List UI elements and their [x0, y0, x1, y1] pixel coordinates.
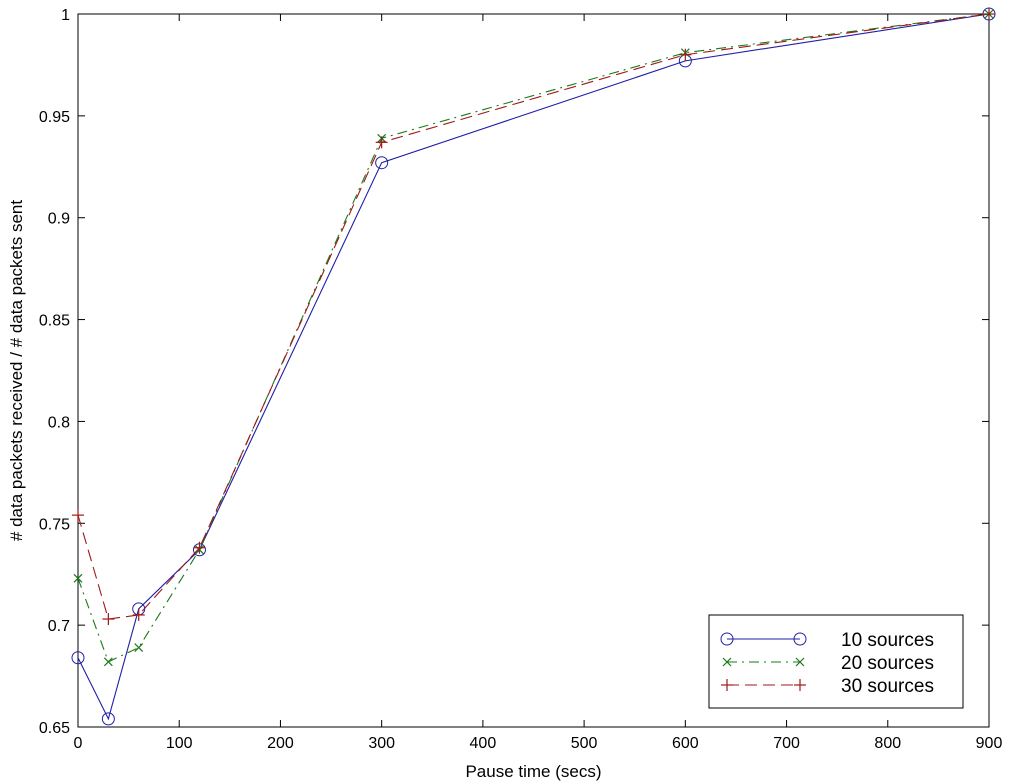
axes: 0 100 200 300 400 500 600 700 800 900 0.65 0.7 0.75 0…: [39, 7, 1003, 752]
legend-marker: [795, 657, 805, 667]
legend-item: 10 sources: [720, 630, 934, 651]
x-tick-label: 400: [470, 735, 497, 752]
x-marker-stroke: [795, 657, 805, 667]
data-point: [71, 651, 85, 665]
legend-marker: [720, 632, 734, 646]
x-tick-label: 700: [773, 735, 800, 752]
legend-marker: [721, 679, 733, 691]
y-tick-label: 0.85: [39, 313, 70, 330]
legend-marker: [793, 632, 807, 646]
series-line: [77, 13, 990, 663]
data-point: [983, 8, 995, 20]
data-point: [134, 643, 144, 652]
y-tick-label: 0.7: [48, 618, 70, 635]
x-tick-label: 0: [74, 735, 83, 752]
data-point: [102, 613, 115, 626]
data-point: [103, 657, 113, 667]
legend-item: 20 sources: [722, 653, 934, 674]
data-point: [132, 608, 145, 621]
legend-marker: [794, 679, 806, 691]
data-point: [193, 541, 206, 554]
data-point: [375, 136, 388, 149]
x-tick-label: 200: [267, 735, 294, 752]
y-tick-label: 0.95: [39, 109, 70, 126]
legend-label: 10 sources: [841, 630, 934, 651]
x-marker-stroke: [73, 573, 83, 583]
plot-frame: [77, 13, 990, 728]
legend-label: 20 sources: [841, 653, 934, 674]
x-tick-label: 100: [166, 735, 193, 752]
y-tick-label: 0.8: [48, 414, 70, 431]
data-point: [73, 573, 83, 583]
x-marker-stroke: [722, 657, 732, 667]
series-2: [73, 9, 994, 667]
series-line: [77, 13, 990, 620]
y-tick-label: 0.75: [39, 516, 70, 533]
data-point: [679, 48, 692, 61]
series-line: [77, 13, 990, 721]
x-tick-label: 300: [368, 735, 395, 752]
y-tick-label: 0.9: [48, 211, 70, 228]
x-tick-label: 800: [874, 735, 901, 752]
x-tick-label: 900: [976, 735, 1003, 752]
series-3: [72, 8, 995, 626]
legend-item: 30 sources: [721, 676, 934, 697]
x-tick-label: 500: [571, 735, 598, 752]
legend-label: 30 sources: [841, 676, 934, 697]
data-point: [375, 156, 389, 170]
x-marker-stroke: [103, 657, 113, 667]
y-tick-label: 1: [61, 7, 70, 24]
x-tick-label: 600: [672, 735, 699, 752]
data-point: [101, 712, 115, 726]
series-group: [71, 7, 996, 726]
legend-marker: [722, 657, 732, 667]
x-marker-stroke: [134, 643, 144, 652]
data-point: [72, 509, 84, 522]
x-axis-label: Pause time (secs): [465, 762, 601, 781]
y-tick-label: 0.65: [39, 720, 70, 737]
y-axis-label: # data packets received / # data packets…: [7, 200, 26, 541]
